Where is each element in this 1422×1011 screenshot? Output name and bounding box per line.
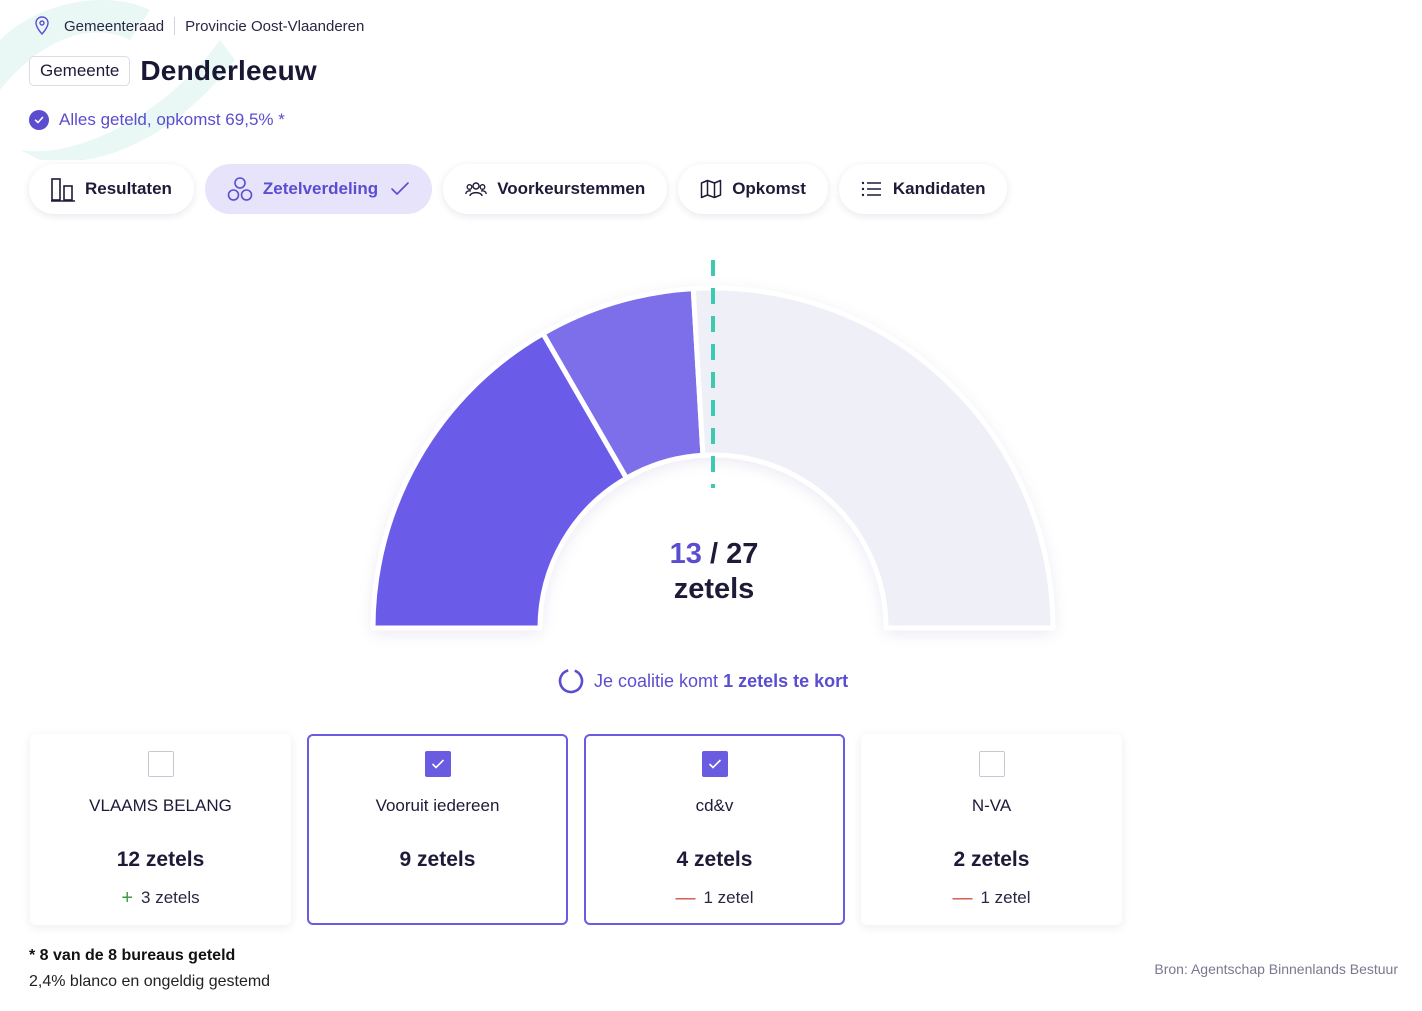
party-card-vlaams-belang[interactable]: VLAAMS BELANG 12 zetels + 3 zetels: [30, 734, 291, 925]
chart-slice-vooruit-iedereen: [370, 331, 629, 631]
background-decoration: [0, 0, 235, 160]
map-icon: [700, 179, 722, 199]
breadcrumb-item-council[interactable]: Gemeenteraad: [64, 17, 165, 35]
seat-distribution-chart: [370, 260, 1056, 631]
breadcrumb-divider: [174, 17, 176, 35]
seat-separator: /: [709, 538, 719, 570]
party-name: VLAAMS BELANG: [89, 796, 232, 815]
party-card-nva[interactable]: N-VA 2 zetels — 1 zetel: [861, 734, 1122, 925]
check-circle-icon: [29, 110, 49, 130]
party-seat-change: — 1 zetel: [863, 888, 1120, 908]
tab-kandidaten[interactable]: Kandidaten: [838, 164, 1008, 214]
party-seat-change-value: 3 zetels: [141, 888, 200, 907]
tab-resultaten-label: Resultaten: [85, 179, 172, 198]
coalition-status-text: Je coalitie komt: [594, 670, 719, 691]
list-icon: [861, 181, 881, 197]
page-header: Gemeente Denderleeuw: [29, 55, 317, 87]
chart-slices: [370, 285, 1056, 631]
source-credit: Bron: Agentschap Binnenlands Bestuur: [1154, 961, 1398, 977]
circles-icon: [227, 177, 253, 201]
breadcrumb-item-province[interactable]: Provincie Oost-Vlaanderen: [185, 17, 365, 35]
checkmark-icon: [431, 759, 445, 769]
party-cards: VLAAMS BELANG 12 zetels + 3 zetels Vooru…: [30, 734, 1138, 925]
party-seats: 4 zetels: [676, 848, 753, 871]
tab-zetelverdeling[interactable]: Zetelverdeling: [204, 164, 433, 214]
checkmark-icon: [391, 182, 409, 195]
bar-chart-icon: [51, 178, 75, 202]
page-title: Denderleeuw: [140, 55, 317, 86]
party-checkbox-checked[interactable]: [425, 751, 451, 777]
checkmark-icon: [708, 759, 722, 769]
party-name: Vooruit iedereen: [375, 796, 500, 815]
tab-kandidaten-label: Kandidaten: [892, 179, 986, 198]
party-card-cdv[interactable]: cd&v 4 zetels — 1 zetel: [584, 734, 845, 925]
chart-slice-remaining: [690, 285, 1056, 631]
seat-total: 13 / 27 zetels: [614, 538, 814, 606]
tab-bar: Resultaten Zetelverdeling Voorkeurstemme…: [29, 164, 1018, 214]
invalid-votes-note: 2,4% blanco en ongeldig gestemd: [29, 973, 271, 990]
seat-count: 13 / 27: [614, 538, 814, 571]
count-status-text: Alles geteld, opkomst 69,5% *: [59, 110, 285, 129]
party-card-vooruit[interactable]: Vooruit iedereen 9 zetels: [307, 734, 568, 925]
party-seats: 9 zetels: [399, 848, 476, 871]
party-checkbox[interactable]: [979, 751, 1005, 777]
party-seats: 12 zetels: [116, 848, 205, 871]
breadcrumb: Gemeenteraad Provincie Oost-Vlaanderen: [34, 14, 364, 38]
location-pin-icon: [35, 16, 49, 36]
minus-icon: —: [675, 887, 696, 909]
tab-voorkeurstemmen[interactable]: Voorkeurstemmen: [443, 164, 668, 214]
party-seat-change-value: 1 zetel: [703, 888, 754, 907]
party-seat-change: — 1 zetel: [586, 888, 843, 908]
party-checkbox[interactable]: [148, 751, 174, 777]
municipality-badge: Gemeente: [29, 56, 131, 86]
party-name: cd&v: [695, 796, 734, 815]
party-checkbox-checked[interactable]: [702, 751, 728, 777]
count-status: Alles geteld, opkomst 69,5% *: [29, 110, 285, 130]
people-icon: [465, 182, 488, 197]
tab-resultaten[interactable]: Resultaten: [29, 164, 194, 214]
party-seats: 2 zetels: [953, 848, 1030, 871]
selected-seats: 13: [669, 538, 702, 570]
plus-icon: +: [121, 887, 134, 909]
tab-voorkeurstemmen-label: Voorkeurstemmen: [497, 179, 646, 198]
total-seats: 27: [726, 538, 759, 570]
minus-icon: —: [952, 887, 973, 909]
party-seat-change: + 3 zetels: [32, 888, 289, 908]
party-name: N-VA: [971, 796, 1012, 815]
coalition-shortfall: 1 zetels te kort: [723, 670, 849, 691]
loading-ring-icon: [558, 668, 584, 694]
tab-zetelverdeling-label: Zetelverdeling: [262, 179, 379, 198]
tab-opkomst-label: Opkomst: [732, 179, 806, 198]
coalition-status: Je coalitie komt 1 zetels te kort: [558, 668, 848, 694]
party-seat-change-value: 1 zetel: [980, 888, 1031, 907]
counted-note: * 8 van de 8 bureaus geteld: [29, 947, 236, 964]
seats-unit-label: zetels: [673, 573, 755, 605]
tab-opkomst[interactable]: Opkomst: [678, 164, 828, 214]
